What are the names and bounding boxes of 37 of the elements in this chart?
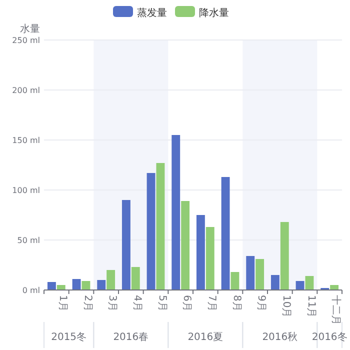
y-tick-label: 200 ml (12, 86, 40, 95)
legend-label: 蒸发量 (137, 7, 167, 19)
bar (156, 163, 165, 290)
bar (97, 280, 106, 290)
text: 2016夏 (188, 332, 224, 343)
bar (221, 177, 230, 290)
bar (296, 281, 304, 290)
y-tick-label: 0 ml (22, 286, 40, 295)
text: 2015冬 (51, 331, 87, 343)
bar (181, 201, 190, 290)
bar (230, 272, 240, 290)
bar (305, 276, 314, 290)
bar (270, 275, 280, 290)
bar (47, 282, 56, 290)
bar (196, 215, 205, 290)
legend-label: 降水量 (199, 7, 229, 19)
text: 2016春 (113, 332, 149, 343)
bar (330, 285, 339, 290)
bar (256, 259, 264, 290)
bar (56, 285, 66, 290)
bar (122, 200, 130, 290)
bar (146, 173, 156, 290)
bar (72, 279, 81, 290)
y-tick-label: 150 ml (12, 136, 40, 145)
bar (246, 256, 255, 290)
bar (172, 135, 180, 290)
bar (82, 281, 90, 290)
y-axis-title: 水量 (20, 23, 40, 35)
y-tick-label: 100 ml (12, 186, 40, 195)
text: 2016冬 (312, 331, 348, 343)
y-tick-label: 250 ml (12, 36, 40, 45)
bar (206, 227, 214, 290)
bar (131, 267, 140, 290)
bar (106, 270, 116, 290)
y-tick-label: 50 ml (17, 236, 40, 245)
bar (280, 222, 289, 290)
text: 2016秋 (262, 331, 298, 343)
